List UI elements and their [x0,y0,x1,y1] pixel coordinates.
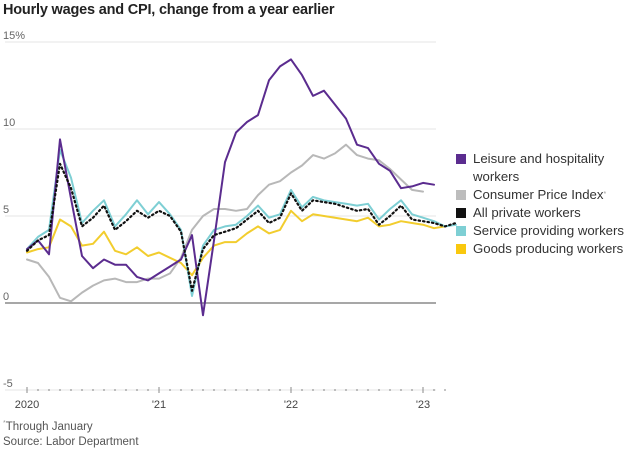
footnote-marker: * [3,420,6,427]
series-line-consumer-price-index [26,143,424,303]
series-lines [25,58,458,317]
legend-swatch-goods [456,244,466,254]
legend: Leisure and hospitality workers Consumer… [456,150,624,258]
x-tick-label: 2020 [15,399,39,411]
legend-swatch-service [456,226,466,236]
series-line-service-providing-workers [26,148,457,297]
footnote: *Through January [3,420,93,433]
series-line-goods-producing-workers [26,209,446,277]
y-axis-ticks: 15% 10 5 0 -5 [3,30,25,390]
y-tick-label: 5 [3,204,9,216]
legend-item-leisure: Leisure and hospitality workers [456,150,624,186]
chart-title: Hourly wages and CPI, change from a year… [3,2,335,18]
legend-swatch-leisure [456,154,466,164]
legend-label: All private workers [473,205,581,220]
source-note: Source: Labor Department [3,436,139,448]
y-tick-label: 10 [3,117,15,129]
x-tick-label: '22 [284,399,298,411]
legend-swatch-all-private [456,208,466,218]
footnote-marker: * [603,191,607,198]
legend-item-service: Service providing workers [456,222,624,240]
x-tick-label: '21 [152,399,166,411]
legend-label: Consumer Price Index [473,187,604,202]
y-tick-label: 15% [3,30,25,42]
legend-item-cpi: Consumer Price Index* [456,186,624,204]
legend-label: Goods producing workers [473,241,624,256]
legend-item-goods: Goods producing workers [456,240,624,258]
legend-label-wrap: Consumer Price Index* [473,186,624,204]
legend-swatch-cpi [456,190,466,200]
legend-label: Leisure and hospitality workers [473,151,605,184]
x-axis: 2020 '21 '22 '23 [15,387,446,411]
footnote-text: Through January [5,420,93,433]
legend-item-all-private: All private workers [456,204,624,222]
series-line-leisure-and-hospitality-workers [26,58,435,317]
series-line-all-private-workers [25,162,458,292]
y-tick-label: -5 [3,378,13,390]
x-tick-label: '23 [416,399,430,411]
grid-lines [5,41,436,391]
y-tick-label: 0 [3,291,9,303]
legend-label: Service providing workers [473,223,624,238]
